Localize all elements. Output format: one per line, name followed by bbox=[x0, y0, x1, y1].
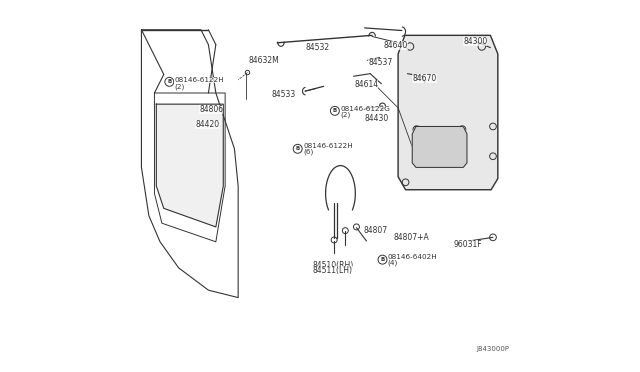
Text: (2): (2) bbox=[340, 111, 351, 118]
Text: 84511(LH): 84511(LH) bbox=[312, 266, 353, 275]
Polygon shape bbox=[156, 104, 223, 227]
Text: J843000P: J843000P bbox=[476, 346, 509, 352]
Text: B: B bbox=[296, 146, 300, 151]
Text: (2): (2) bbox=[174, 83, 184, 90]
Circle shape bbox=[458, 126, 466, 133]
Text: 08146-6122H: 08146-6122H bbox=[174, 77, 224, 83]
Text: 84807+A: 84807+A bbox=[394, 233, 429, 242]
Text: 84640: 84640 bbox=[384, 41, 408, 50]
Text: 84806: 84806 bbox=[199, 105, 223, 114]
Text: 84510(RH): 84510(RH) bbox=[312, 262, 354, 270]
Text: 08146-6402H: 08146-6402H bbox=[388, 254, 438, 260]
Text: 84430: 84430 bbox=[365, 114, 389, 123]
Text: 84533: 84533 bbox=[271, 90, 296, 99]
Text: 84614: 84614 bbox=[354, 80, 378, 89]
Circle shape bbox=[413, 126, 420, 133]
Text: (6): (6) bbox=[303, 148, 314, 155]
Text: B: B bbox=[167, 79, 172, 84]
Text: 96031F: 96031F bbox=[454, 240, 483, 249]
Text: 84632M: 84632M bbox=[248, 56, 279, 65]
Text: 84532: 84532 bbox=[305, 43, 329, 52]
Text: 84670: 84670 bbox=[412, 74, 436, 83]
Text: B: B bbox=[333, 108, 337, 113]
Text: (4): (4) bbox=[388, 259, 398, 266]
Text: 84300: 84300 bbox=[463, 37, 488, 46]
Text: 84537: 84537 bbox=[369, 58, 392, 67]
Text: 84807: 84807 bbox=[364, 226, 388, 235]
Polygon shape bbox=[412, 126, 467, 167]
Text: B: B bbox=[380, 257, 385, 262]
Polygon shape bbox=[398, 35, 498, 190]
Text: 84420: 84420 bbox=[195, 120, 220, 129]
Text: 08146-6122G: 08146-6122G bbox=[340, 106, 390, 112]
Text: 08146-6122H: 08146-6122H bbox=[303, 143, 353, 149]
